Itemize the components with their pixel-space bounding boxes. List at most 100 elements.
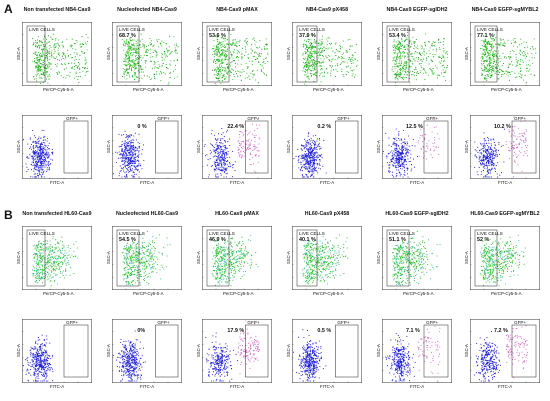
event-dot xyxy=(395,41,397,43)
event-dot xyxy=(309,170,311,172)
event-dot xyxy=(153,73,155,75)
event-dot xyxy=(437,133,439,135)
event-dot xyxy=(490,68,492,71)
event-dot xyxy=(343,76,345,78)
event-dot xyxy=(129,140,131,142)
event-dot xyxy=(427,145,429,147)
event-dot xyxy=(512,126,514,128)
event-dot xyxy=(302,53,304,55)
event-dot xyxy=(399,62,401,64)
event-dot xyxy=(123,175,126,177)
event-dot xyxy=(241,146,243,149)
event-dot xyxy=(41,163,43,165)
event-dot xyxy=(38,167,40,169)
event-dot xyxy=(152,45,154,47)
event-dot xyxy=(512,39,514,41)
event-dot xyxy=(129,42,131,44)
event-dot xyxy=(51,38,53,40)
event-dot xyxy=(38,70,40,73)
event-dot xyxy=(349,58,351,60)
event-dot xyxy=(493,71,495,73)
event-dot xyxy=(140,54,142,57)
event-dot xyxy=(478,167,480,169)
event-dot xyxy=(40,44,42,46)
event-dot xyxy=(252,56,254,58)
event-dot xyxy=(226,129,229,131)
event-dot xyxy=(254,58,257,61)
event-dot xyxy=(303,67,305,69)
event-dot xyxy=(342,61,344,63)
event-dot xyxy=(490,54,492,56)
event-dot xyxy=(39,66,41,68)
event-dot xyxy=(135,58,137,60)
event-dot xyxy=(135,64,137,66)
event-dot xyxy=(174,47,176,49)
event-dot xyxy=(519,60,521,62)
event-dot xyxy=(517,163,519,165)
event-dot xyxy=(218,66,220,68)
event-dot xyxy=(431,131,433,133)
event-dot xyxy=(139,44,141,46)
event-dot xyxy=(48,169,50,171)
event-dot xyxy=(425,33,427,35)
event-dot xyxy=(348,58,350,61)
event-dot xyxy=(341,68,343,70)
event-dot xyxy=(27,143,29,145)
event-dot xyxy=(229,57,231,59)
event-dot xyxy=(485,163,487,165)
event-dot xyxy=(404,49,406,51)
event-dot xyxy=(127,141,129,143)
event-dot xyxy=(136,169,138,172)
event-dot xyxy=(257,118,259,121)
event-dot xyxy=(142,144,145,146)
event-dot xyxy=(154,78,156,80)
event-dot xyxy=(210,165,212,167)
event-dot xyxy=(234,39,236,41)
event-dot xyxy=(131,165,133,167)
event-dot xyxy=(323,72,326,74)
event-dot xyxy=(310,166,312,168)
event-dot xyxy=(218,159,220,161)
event-dot xyxy=(132,142,134,144)
event-dot xyxy=(489,153,491,155)
event-dot xyxy=(34,46,36,48)
event-dot xyxy=(484,61,486,63)
event-dot xyxy=(317,138,319,140)
event-dot xyxy=(132,152,134,154)
event-dot xyxy=(524,52,526,54)
event-dot xyxy=(411,74,413,76)
event-dot xyxy=(126,69,128,71)
event-dot xyxy=(389,151,391,153)
event-dot xyxy=(35,136,37,138)
event-dot xyxy=(320,44,322,46)
event-dot xyxy=(346,66,348,68)
event-dot xyxy=(33,158,35,160)
event-dot xyxy=(129,144,131,146)
event-dot xyxy=(299,155,301,157)
event-dot xyxy=(245,140,247,142)
event-dot xyxy=(434,139,436,141)
event-dot xyxy=(400,155,402,157)
event-dot xyxy=(302,176,304,178)
event-dot xyxy=(43,141,45,144)
event-dot xyxy=(419,63,421,65)
column-title: Nucleofected NB4-Cas9 xyxy=(117,7,177,13)
event-dot xyxy=(303,159,305,161)
event-dot xyxy=(513,145,515,147)
event-dot xyxy=(423,67,425,70)
event-dot xyxy=(61,63,63,66)
y-axis-label: SSC-A xyxy=(196,47,201,60)
event-dot xyxy=(306,148,308,150)
event-dot xyxy=(43,160,45,162)
event-dot xyxy=(409,81,411,84)
event-dot xyxy=(211,144,213,146)
event-dot xyxy=(520,59,522,61)
event-dot xyxy=(224,157,226,159)
event-dot xyxy=(49,154,51,156)
event-dot xyxy=(400,158,402,160)
event-dot xyxy=(234,62,237,65)
plot-frame xyxy=(292,115,362,179)
event-dot xyxy=(445,70,447,72)
event-dot xyxy=(341,70,343,73)
event-dot xyxy=(493,139,495,141)
